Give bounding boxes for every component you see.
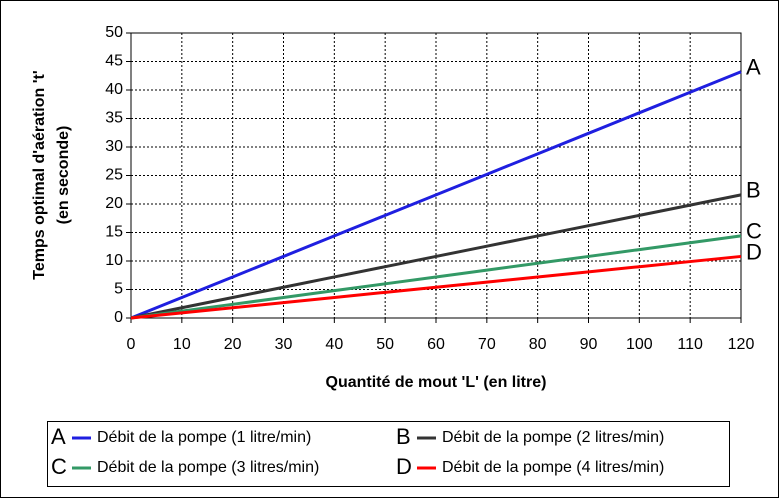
x-tick-label: 30 (275, 336, 293, 353)
x-tick-label: 60 (427, 336, 445, 353)
y-tick-label: 0 (114, 309, 123, 326)
y-tick-label: 10 (105, 252, 123, 269)
legend-letter: C (51, 454, 67, 479)
x-tick-label: 50 (376, 336, 394, 353)
x-tick-label: 110 (677, 336, 703, 353)
y-tick-label: 30 (105, 138, 123, 155)
line-end-label: C (746, 219, 762, 244)
line-end-label: B (746, 178, 761, 203)
series-line (130, 254, 742, 320)
x-tick-label: 40 (325, 336, 343, 353)
legend-label: Débit de la pompe (2 litres/min) (442, 429, 664, 446)
x-tick-label: 100 (626, 336, 653, 353)
x-tick-label: 10 (173, 336, 191, 353)
y-tick-label: 20 (105, 195, 123, 212)
x-tick-label: 0 (127, 336, 136, 353)
x-tick-label: 120 (728, 336, 755, 353)
x-axis-title: Quantité de mout 'L' (en litre) (326, 374, 547, 391)
y-tick-label: 45 (105, 53, 123, 70)
line-end-label: D (746, 239, 762, 264)
y-tick-label: 15 (105, 224, 123, 241)
y-tick-label: 25 (105, 167, 123, 184)
y-tick-label: 50 (105, 24, 123, 41)
x-tick-label: 20 (224, 336, 242, 353)
series-line (130, 193, 742, 320)
y-axis-title: (en seconde) (55, 126, 72, 225)
x-tick-label: 90 (580, 336, 598, 353)
legend-letter: A (51, 424, 66, 449)
y-tick-label: 35 (105, 110, 123, 127)
y-tick-label: 5 (114, 281, 123, 298)
x-tick-label: 80 (529, 336, 547, 353)
plot-border (130, 32, 742, 319)
y-tick-label: 40 (105, 81, 123, 98)
legend-label: Débit de la pompe (1 litre/min) (97, 429, 311, 446)
line-end-label: A (746, 55, 761, 80)
legend-box (47, 421, 730, 487)
x-tick-label: 70 (478, 336, 496, 353)
legend-letter: B (396, 424, 411, 449)
legend-label: Débit de la pompe (4 litres/min) (442, 459, 664, 476)
legend-label: Débit de la pompe (3 litres/min) (97, 459, 319, 476)
series-line (130, 70, 742, 320)
series-line (130, 234, 742, 320)
legend-letter: D (396, 454, 412, 479)
y-axis-title: Temps optimal d'aération 't' (31, 70, 48, 279)
